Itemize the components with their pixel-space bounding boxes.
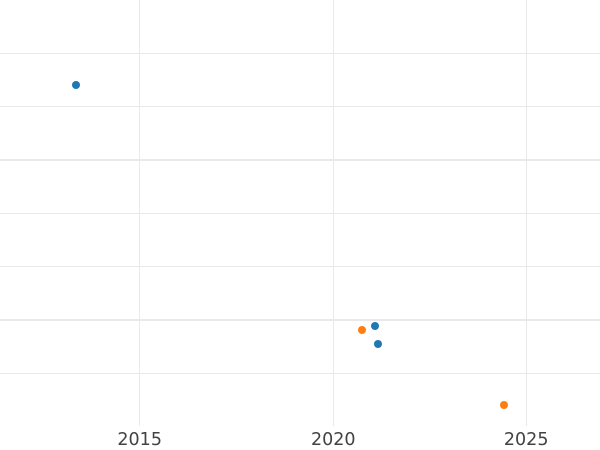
h-gridline bbox=[0, 266, 600, 268]
x-tick-label: 2015 bbox=[117, 430, 162, 450]
v-gridline bbox=[139, 0, 141, 426]
h-gridline bbox=[0, 212, 600, 214]
x-tick-label: 2025 bbox=[503, 430, 549, 450]
x-tick-label: 2020 bbox=[311, 430, 356, 450]
v-gridline bbox=[525, 0, 527, 426]
h-gridline bbox=[0, 372, 600, 374]
data-point-series-orange bbox=[358, 326, 366, 335]
h-gridline bbox=[0, 52, 600, 54]
data-point-series-blue bbox=[370, 321, 379, 330]
data-point-series-orange bbox=[500, 401, 508, 410]
h-gridline bbox=[0, 159, 600, 161]
data-point-series-blue bbox=[374, 339, 382, 348]
h-gridline bbox=[0, 319, 600, 321]
data-point-series-blue bbox=[72, 81, 80, 90]
h-gridline bbox=[0, 106, 600, 108]
v-gridline bbox=[332, 0, 334, 426]
